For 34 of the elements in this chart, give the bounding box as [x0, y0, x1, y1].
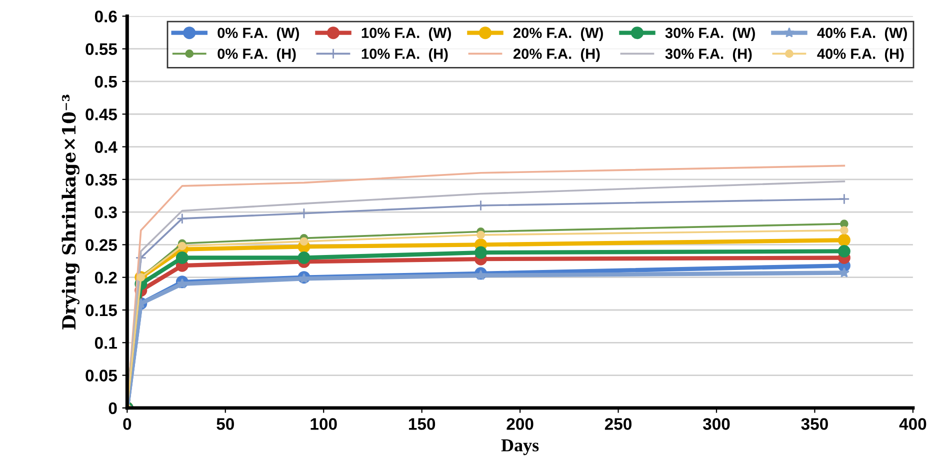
x-tick-label: 350 — [801, 418, 828, 430]
y-tick-label: 0 — [108, 402, 117, 414]
legend-label: 30% F.A. (H) — [665, 48, 752, 62]
y-tick-label: 0.5 — [94, 76, 117, 88]
y-axis-title: Drying Shrinkage×10⁻³ — [62, 94, 80, 330]
x-tick-label: 200 — [506, 418, 534, 430]
y-tick-label: 0.6 — [94, 10, 117, 22]
y-tick-label: 0.2 — [94, 272, 117, 284]
legend-label: 10% F.A. (W) — [362, 27, 451, 41]
legend-label: 20% F.A. (H) — [513, 48, 600, 62]
x-tick-label: 400 — [899, 418, 926, 430]
y-tick-label: 0.3 — [94, 206, 117, 218]
y-tick-label: 0.35 — [86, 174, 117, 186]
y-tick-label: 0.1 — [94, 337, 117, 349]
legend-label: 10% F.A. (H) — [362, 48, 448, 62]
legend-label: 40% F.A. (H) — [817, 48, 904, 62]
y-tick-label: 0.4 — [94, 141, 118, 153]
legend-label: 0% F.A. (W) — [218, 27, 299, 41]
y-tick-label: 0.05 — [86, 370, 117, 382]
x-tick-label: 150 — [408, 418, 436, 430]
x-tick-label: 300 — [702, 418, 730, 430]
x-tick-label: 0 — [123, 418, 132, 430]
x-tick-label: 100 — [310, 418, 337, 430]
y-tick-label: 0.15 — [86, 304, 117, 316]
legend-label: 40% F.A. (W) — [817, 27, 907, 41]
x-tick-label: 50 — [216, 418, 234, 430]
y-tick-label: 0.55 — [86, 43, 117, 56]
legend-label: 20% F.A. (W) — [513, 27, 603, 41]
legend-label: 0% F.A. (H) — [218, 48, 296, 62]
y-tick-label: 0.25 — [86, 239, 117, 251]
x-axis-title: Days — [501, 439, 539, 456]
legend-label: 30% F.A. (W) — [665, 27, 755, 41]
y-tick-label: 0.45 — [86, 108, 117, 120]
x-tick-label: 250 — [604, 418, 632, 430]
